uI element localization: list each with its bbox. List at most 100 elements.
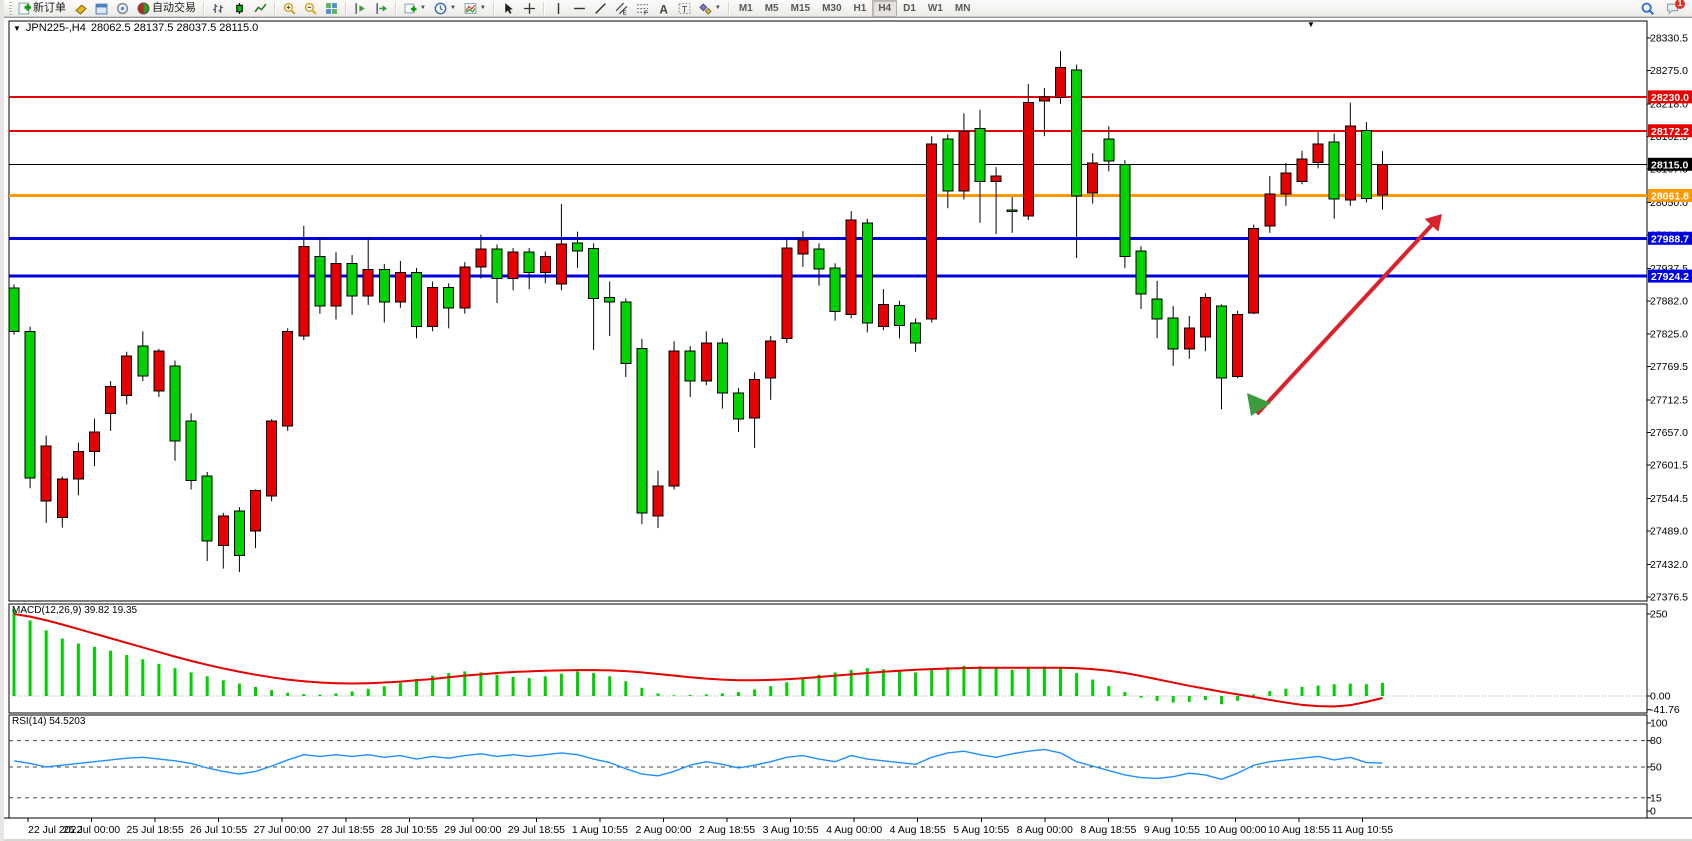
candle-body[interactable]	[861, 222, 873, 324]
candle-body[interactable]	[1183, 327, 1195, 350]
macd-pane[interactable]	[8, 603, 1648, 714]
timeframe-button-h1[interactable]: H1	[853, 2, 867, 14]
crosshair-button[interactable]	[519, 0, 540, 17]
candle-body[interactable]	[668, 350, 680, 487]
candle-body[interactable]	[201, 475, 213, 542]
candle-body[interactable]	[684, 350, 696, 382]
candle-body[interactable]	[24, 330, 36, 479]
candle-body[interactable]	[411, 272, 422, 328]
timeframe-button-m15[interactable]: M15	[790, 2, 811, 14]
timeframe-button-d1[interactable]: D1	[903, 2, 916, 14]
zoom-out-button[interactable]	[300, 0, 321, 17]
chart-canvas[interactable]: 28330.528275.028218.028162.528107.028050…	[4, 18, 1692, 841]
periods-button[interactable]: ▼	[430, 0, 460, 17]
candle-body[interactable]	[1022, 102, 1034, 217]
timeframe-button-h4[interactable]: H4	[872, 0, 898, 17]
notifications-button[interactable]: 1	[1662, 0, 1685, 17]
autotrading-button[interactable]: 自动交易	[133, 0, 200, 17]
candle-body[interactable]	[749, 378, 761, 419]
line-chart-button[interactable]	[250, 0, 271, 17]
dropdown-arrow-icon[interactable]: ▼	[479, 5, 486, 11]
candle-body[interactable]	[153, 350, 165, 392]
candle-body[interactable]	[781, 247, 793, 339]
chart-window[interactable]: 28330.528275.028218.028162.528107.028050…	[4, 17, 1692, 841]
candle-body[interactable]	[185, 420, 197, 482]
candle-body[interactable]	[942, 138, 954, 192]
bar-chart-button[interactable]	[208, 0, 229, 17]
candle-body[interactable]	[1280, 172, 1292, 195]
candle-body[interactable]	[765, 340, 777, 379]
candle-body[interactable]	[427, 286, 439, 328]
candle-body[interactable]	[137, 345, 149, 377]
candle-body[interactable]	[990, 175, 1002, 182]
candle-body[interactable]	[266, 420, 278, 497]
candle-body[interactable]	[894, 304, 905, 326]
chevron-down-icon[interactable]: ▼	[13, 23, 21, 33]
candle-body[interactable]	[1264, 193, 1276, 227]
signals-button[interactable]	[112, 0, 133, 17]
candle-body[interactable]	[1087, 162, 1099, 194]
candle-body[interactable]	[105, 385, 117, 414]
market-watch-button[interactable]	[91, 0, 112, 17]
candle-body[interactable]	[362, 269, 374, 297]
candle-body[interactable]	[1135, 250, 1147, 295]
candle-body[interactable]	[233, 510, 245, 557]
candle-body[interactable]	[1038, 96, 1050, 102]
candle-body[interactable]	[700, 342, 712, 382]
trendline-button[interactable]	[590, 0, 611, 17]
candle-body[interactable]	[40, 445, 52, 502]
trend-arrow-head[interactable]	[1424, 214, 1442, 232]
vertical-line-button[interactable]	[548, 0, 569, 17]
tile-windows-button[interactable]	[321, 0, 342, 17]
rsi-plot[interactable]	[9, 740, 1647, 799]
cursor-button[interactable]	[498, 0, 519, 17]
main-pane[interactable]	[8, 20, 1648, 602]
main-plot[interactable]	[9, 51, 1647, 573]
candle-body[interactable]	[1119, 163, 1131, 257]
candle-body[interactable]	[845, 219, 857, 315]
candle-body[interactable]	[1312, 143, 1324, 164]
swing-low-marker[interactable]	[1247, 393, 1271, 416]
candle-body[interactable]	[1248, 228, 1260, 314]
candle-body[interactable]	[9, 287, 20, 332]
candle-body[interactable]	[716, 342, 728, 394]
timeframe-button-w1[interactable]: W1	[927, 2, 943, 14]
templates-button[interactable]: ▼	[460, 0, 490, 17]
candle-body[interactable]	[652, 485, 664, 517]
candle-body[interactable]	[1360, 129, 1372, 199]
candle-body[interactable]	[1377, 163, 1388, 196]
dropdown-arrow-icon[interactable]: ▼	[449, 5, 456, 11]
add-indicator-button[interactable]: ▼	[400, 0, 430, 17]
candle-body[interactable]	[910, 322, 922, 344]
candle-body[interactable]	[394, 272, 406, 303]
candle-body[interactable]	[1103, 138, 1115, 162]
timeframe-button-m5[interactable]: M5	[764, 2, 779, 14]
candle-body[interactable]	[169, 365, 181, 442]
candle-body[interactable]	[926, 143, 938, 320]
dropdown-arrow-icon[interactable]: ▼	[714, 5, 721, 11]
candle-body[interactable]	[539, 255, 551, 274]
candle-body[interactable]	[958, 130, 970, 192]
fibonacci-button[interactable]: F	[632, 0, 653, 17]
candle-body[interactable]	[1296, 158, 1308, 182]
candle-body[interactable]	[121, 355, 133, 397]
candle-body[interactable]	[314, 255, 326, 307]
candle-body[interactable]	[89, 431, 100, 452]
candle-body[interactable]	[572, 242, 583, 252]
candle-body[interactable]	[1199, 296, 1211, 338]
candle-body[interactable]	[459, 266, 471, 309]
candle-body[interactable]	[1006, 209, 1018, 213]
candle-body[interactable]	[378, 269, 390, 303]
candle-body[interactable]	[298, 245, 310, 337]
new-order-button[interactable]: 新订单	[14, 0, 70, 17]
candle-body[interactable]	[1216, 305, 1227, 379]
auto-scroll-button[interactable]	[350, 0, 371, 17]
dropdown-arrow-icon[interactable]: ▼	[420, 5, 426, 11]
candle-body[interactable]	[555, 243, 567, 285]
candle-body[interactable]	[813, 248, 825, 270]
candle-body[interactable]	[72, 450, 84, 480]
candle-body[interactable]	[1167, 317, 1179, 350]
candle-body[interactable]	[1232, 313, 1244, 377]
candle-body[interactable]	[346, 262, 358, 297]
candle-body[interactable]	[56, 478, 68, 519]
